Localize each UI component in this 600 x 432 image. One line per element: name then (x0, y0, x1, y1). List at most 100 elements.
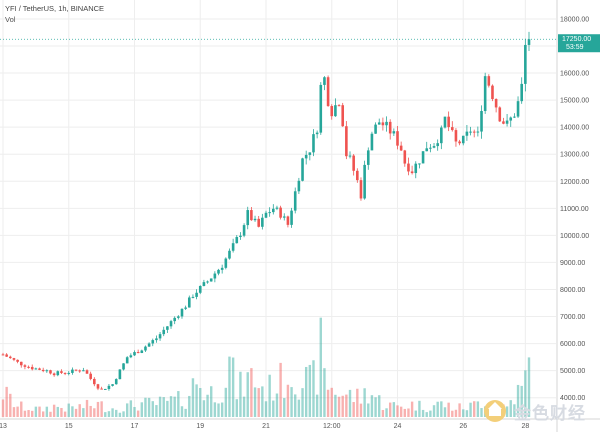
candle-body[interactable] (509, 117, 513, 121)
candle-body[interactable] (198, 285, 202, 293)
candle-body[interactable] (23, 365, 27, 367)
candle-body[interactable] (93, 378, 96, 385)
candle-body[interactable] (275, 207, 279, 209)
candle-body[interactable] (432, 146, 436, 148)
candle-body[interactable] (469, 131, 472, 133)
candle-body[interactable] (527, 39, 531, 45)
candle-body[interactable] (71, 369, 74, 373)
candle-body[interactable] (162, 329, 166, 335)
candle-body[interactable] (100, 388, 103, 390)
candle-body[interactable] (158, 334, 162, 339)
candle-body[interactable] (224, 258, 228, 268)
candle-body[interactable] (304, 154, 308, 159)
candle-body[interactable] (407, 163, 410, 172)
candle-body[interactable] (366, 150, 370, 165)
candle-body[interactable] (352, 155, 355, 171)
candle-body[interactable] (147, 343, 151, 347)
candle-body[interactable] (418, 163, 421, 165)
candle-body[interactable] (385, 121, 388, 126)
candle-body[interactable] (272, 208, 275, 213)
candle-body[interactable] (388, 121, 392, 134)
candle-body[interactable] (290, 210, 293, 225)
candle-body[interactable] (377, 122, 381, 125)
candle-body[interactable] (399, 145, 403, 151)
candle-body[interactable] (483, 76, 487, 112)
candle-body[interactable] (180, 308, 184, 317)
candle-body[interactable] (308, 152, 312, 155)
candle-body[interactable] (78, 370, 82, 372)
candle-body[interactable] (114, 379, 118, 385)
candle-body[interactable] (82, 370, 85, 372)
candle-body[interactable] (187, 297, 191, 308)
candle-body[interactable] (49, 370, 52, 374)
candle-body[interactable] (67, 372, 71, 374)
candle-body[interactable] (286, 216, 290, 225)
candle-body[interactable] (443, 116, 447, 128)
candle-body[interactable] (1, 354, 5, 356)
candle-body[interactable] (56, 371, 60, 376)
candle-body[interactable] (206, 281, 209, 283)
candle-body[interactable] (315, 132, 319, 135)
candle-body[interactable] (45, 370, 49, 372)
candle-body[interactable] (235, 237, 239, 244)
candle-body[interactable] (341, 105, 345, 127)
candle-body[interactable] (107, 385, 111, 389)
candle-body[interactable] (96, 384, 100, 389)
candle-body[interactable] (345, 126, 348, 157)
candle-body[interactable] (213, 273, 217, 279)
candle-body[interactable] (85, 370, 89, 374)
candle-body[interactable] (279, 207, 282, 218)
candle-body[interactable] (195, 292, 198, 297)
candle-body[interactable] (34, 368, 38, 370)
candle-body[interactable] (133, 352, 136, 356)
candle-body[interactable] (257, 218, 260, 227)
candle-body[interactable] (103, 388, 107, 390)
candle-body[interactable] (323, 77, 326, 85)
candle-body[interactable] (301, 158, 304, 181)
candle-body[interactable] (169, 321, 173, 327)
candle-body[interactable] (421, 151, 425, 164)
candle-body[interactable] (30, 366, 34, 370)
candle-body[interactable] (246, 210, 250, 226)
candle-body[interactable] (89, 373, 92, 379)
candle-body[interactable] (370, 133, 374, 151)
candle-body[interactable] (129, 355, 133, 358)
candle-body[interactable] (52, 373, 56, 376)
candle-body[interactable] (440, 127, 443, 144)
candle-body[interactable] (202, 282, 206, 286)
candle-body[interactable] (268, 212, 271, 214)
candle-body[interactable] (151, 340, 155, 344)
candle-body[interactable] (242, 225, 246, 236)
candle-body[interactable] (524, 44, 527, 84)
candle-body[interactable] (312, 134, 315, 153)
candle-body[interactable] (261, 217, 264, 227)
candle-body[interactable] (155, 338, 158, 341)
candle-body[interactable] (425, 148, 429, 152)
candle-body[interactable] (41, 369, 45, 372)
candle-body[interactable] (250, 210, 253, 221)
candle-body[interactable] (356, 170, 359, 181)
candle-body[interactable] (410, 171, 414, 174)
candle-body[interactable] (447, 116, 450, 128)
candle-body[interactable] (9, 356, 12, 359)
candle-body[interactable] (220, 267, 224, 270)
candle-body[interactable] (173, 317, 176, 322)
candle-body[interactable] (454, 130, 458, 142)
candle-body[interactable] (348, 155, 352, 157)
candle-body[interactable] (392, 131, 396, 134)
candle-body[interactable] (209, 278, 213, 282)
candle-body[interactable] (505, 120, 509, 124)
candle-body[interactable] (450, 127, 454, 131)
candle-body[interactable] (330, 106, 334, 117)
candle-body[interactable] (381, 122, 385, 126)
candle-body[interactable] (217, 269, 220, 274)
candle-body[interactable] (458, 141, 461, 144)
candle-body[interactable] (487, 76, 491, 86)
candle-body[interactable] (491, 85, 494, 100)
candle-body[interactable] (502, 121, 505, 124)
candle-body[interactable] (476, 131, 480, 133)
candle-body[interactable] (166, 326, 169, 330)
candle-body[interactable] (374, 124, 377, 134)
candle-body[interactable] (396, 131, 399, 146)
